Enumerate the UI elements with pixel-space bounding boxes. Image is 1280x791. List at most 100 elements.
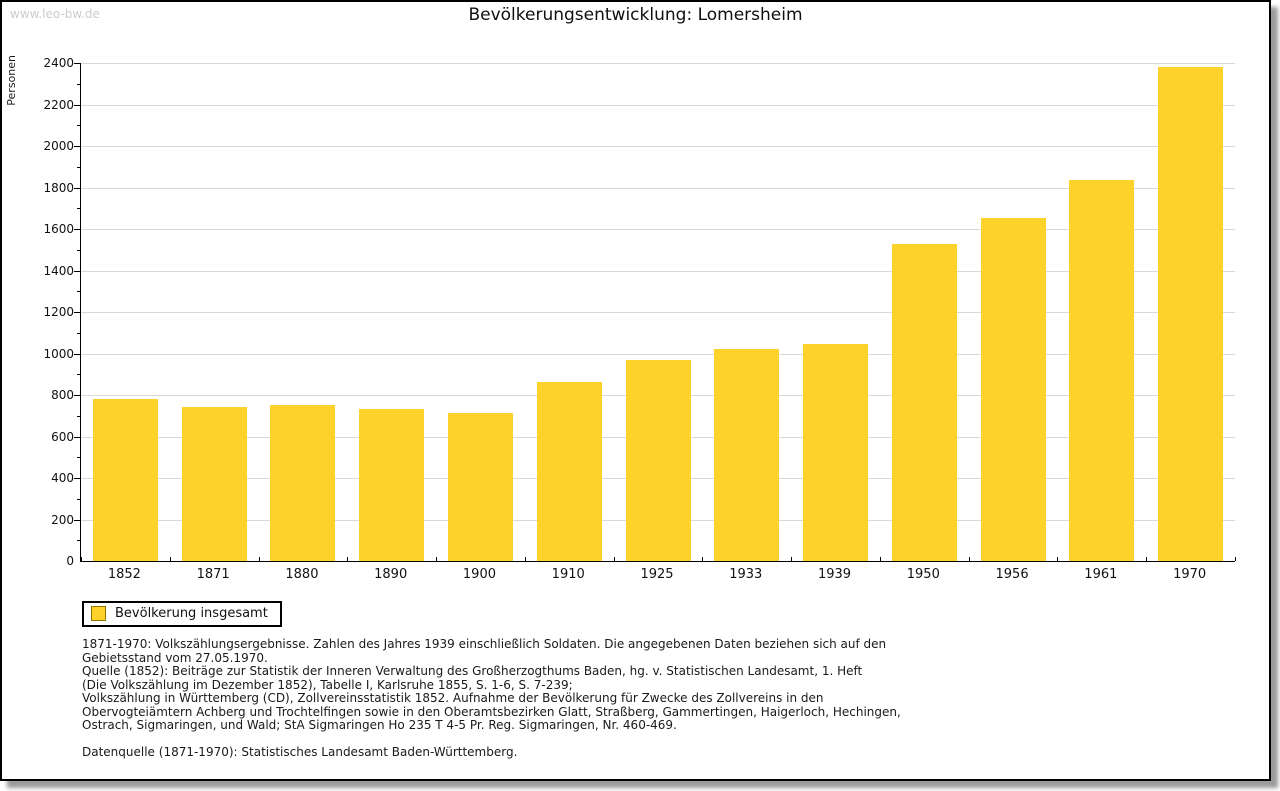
legend-label: Bevölkerung insgesamt [115,606,268,621]
x-tick-label-1900: 1900 [462,567,496,582]
y-tick-label-1600: 1600 [43,222,74,236]
y-minor-tick-300 [77,498,80,500]
y-minor-tick-1300 [77,291,80,293]
x-tick-label-1961: 1961 [1084,567,1118,582]
bar-1890 [359,409,424,561]
x-tick-label-1925: 1925 [640,567,674,582]
y-minor-tick-1700 [77,208,80,210]
footnote-line-2: Gebietsstand vom 27.05.1970. [82,650,268,665]
y-tick-label-1000: 1000 [43,346,74,361]
y-tick-label-2200: 2200 [43,97,74,112]
y-major-tick-800 [74,395,80,396]
gridline-y2000 [81,146,1235,147]
y-minor-tick-1100 [77,332,80,334]
x-axis-tick-labels: 1852 1871 1880 1890 1900 1910 1925 1933 1939 1950… [80,567,1234,585]
y-tick-label-200: 200 [51,512,74,527]
footnote-line-8 [82,733,901,747]
bar-1961 [1069,180,1134,561]
gridline-y2200 [81,104,1235,106]
footnote-line-6: Obervogteiämtern Achberg und Trochtelfin… [82,704,901,719]
footnote: 1871-1970: Volkszählungsergebnisse. Zahl… [82,637,901,760]
y-minor-tick-900 [77,374,80,376]
footnote-line-4: (Die Volkszählung im Dezember 1852), Tab… [82,677,573,692]
bar-1956 [981,218,1046,561]
y-major-tick-2400 [74,63,80,64]
bar-1925 [626,360,691,561]
gridline-y1000 [81,353,1235,355]
y-minor-tick-500 [77,457,80,459]
bar-1880 [270,405,335,561]
gridline-y2400 [81,63,1235,64]
y-major-tick-2200 [74,104,80,106]
x-tick-3 [347,557,348,561]
y-axis-title: Personen [5,55,18,106]
x-tick-10 [969,557,970,561]
x-tick-8 [791,557,792,561]
x-tick-6 [614,557,615,561]
legend-swatch-icon [91,606,106,621]
footnote-line-7: Ostrach, Sigmaringen, und Wald; StA Sigm… [82,718,677,732]
y-major-tick-200 [74,519,80,521]
legend: Bevölkerung insgesamt [82,601,282,627]
x-tick-label-1910: 1910 [551,567,585,582]
y-tick-label-2400: 2400 [43,56,74,70]
x-tick-label-1871: 1871 [196,567,230,582]
y-minor-tick-2300 [77,83,80,85]
y-minor-tick-2100 [77,125,80,127]
x-tick-4 [436,557,437,561]
x-tick-label-1852: 1852 [107,567,141,582]
y-tick-label-0: 0 [66,554,74,568]
x-tick-label-1939: 1939 [817,567,852,582]
y-major-tick-2000 [74,146,80,147]
x-tick-label-1890: 1890 [374,567,408,582]
bar-1950 [892,244,957,561]
y-major-tick-1200 [74,312,80,313]
x-tick-12 [1146,557,1147,561]
y-major-tick-1400 [74,270,80,272]
y-minor-tick-700 [77,415,80,417]
y-tick-label-1400: 1400 [43,263,74,278]
x-tick-0 [81,557,82,561]
x-tick-label-1950: 1950 [906,567,940,582]
footnote-line-9: Datenquelle (1871-1970): Statistisches L… [82,745,518,759]
bar-1871 [182,407,247,561]
y-tick-label-800: 800 [51,388,74,402]
x-tick-label-1880: 1880 [285,567,319,582]
bar-1852 [93,399,158,561]
y-major-tick-600 [74,436,80,438]
bar-1910 [537,382,602,561]
y-major-tick-1600 [74,229,80,230]
bar-1939 [803,344,868,561]
gridline-y1200 [81,312,1235,313]
y-tick-label-2000: 2000 [43,139,74,153]
x-tick-label-1970: 1970 [1173,567,1207,582]
x-tick-11 [1057,557,1058,561]
y-tick-label-400: 400 [51,471,74,485]
plot-area [74,63,1236,562]
x-tick-9 [880,557,881,561]
y-axis-tick-labels: 0 200 400 600 800 1000 1200 1400 1600 1800 2000 220… [30,56,74,568]
bar-1900 [448,413,513,561]
footnote-line-1: 1871-1970: Volkszählungsergebnisse. Zahl… [82,637,887,651]
footnote-line-3: Quelle (1852): Beiträge zur Statistik de… [82,664,863,678]
y-tick-label-1200: 1200 [43,305,74,319]
y-minor-tick-1500 [77,249,80,251]
chart-title: Bevölkerungsentwicklung: Lomersheim [468,5,803,25]
x-tick-2 [259,557,260,561]
x-tick-label-1956: 1956 [995,567,1029,582]
gridline-y1800 [81,187,1235,189]
y-major-tick-1800 [74,187,80,189]
y-tick-label-1800: 1800 [43,180,74,195]
x-tick-1 [170,557,171,561]
watermark-leo-bw: www.leo-bw.de [10,7,100,21]
bar-1933 [714,349,779,561]
footnote-line-5: Volkszählung in Württemberg (CD), Zollve… [82,691,824,705]
y-minor-tick-1900 [77,166,80,168]
x-tick-5 [525,557,526,561]
y-minor-tick-100 [77,540,80,542]
gridline-y1400 [81,270,1235,272]
x-tick-label-1933: 1933 [729,567,763,582]
x-tick-13 [1235,557,1236,561]
x-tick-7 [702,557,703,561]
